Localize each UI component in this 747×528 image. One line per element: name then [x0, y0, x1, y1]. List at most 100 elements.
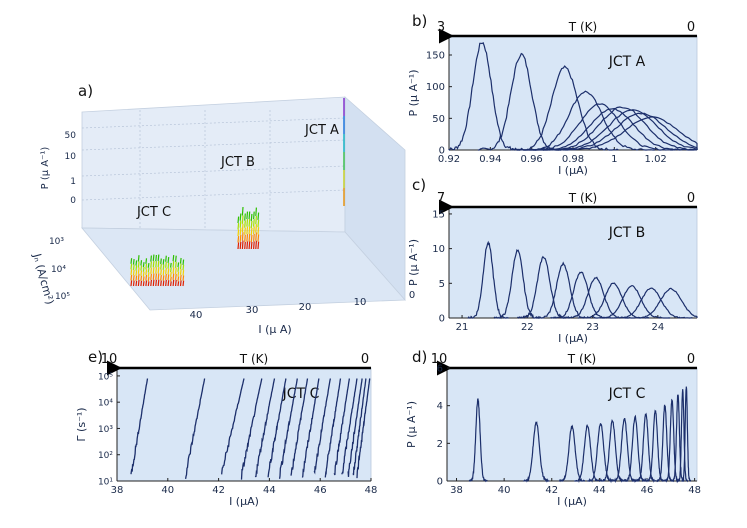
jct-b-spike — [253, 226, 255, 235]
rate-curve-12 — [333, 378, 351, 476]
jct-b-spike — [257, 219, 260, 228]
jct-b-spike — [237, 216, 240, 224]
panel-label: d) — [412, 348, 427, 366]
peak-curve-11 — [656, 404, 674, 483]
panel-label: a) — [78, 82, 93, 100]
jct-b-spike — [257, 212, 260, 220]
y-tick-label: 0 — [437, 477, 443, 488]
jct-c-spike — [145, 280, 148, 287]
temperature-arrow-right-label: 0 — [361, 352, 369, 367]
jct-c-spike — [137, 273, 140, 280]
jct-b-spike — [241, 223, 244, 233]
x-tick-label: 0 — [409, 290, 415, 301]
jct-b-spike — [241, 232, 244, 241]
jct-c-spike — [160, 269, 162, 276]
jct-c-spike — [162, 264, 165, 270]
jct-c-spike — [132, 264, 135, 270]
jct-c-spike — [147, 267, 150, 273]
jct-c-spike — [175, 261, 177, 268]
jct-c-spike — [179, 257, 182, 264]
jct-c-spike — [152, 273, 155, 280]
jct-c-spike — [157, 260, 160, 268]
jct-b-spike — [239, 220, 242, 228]
jct-c-spike — [167, 274, 170, 281]
x-tick-label: 38 — [111, 485, 124, 496]
z-tick-label: 0 — [70, 196, 76, 206]
jct-c-spike — [162, 275, 165, 281]
jct-b-spike — [241, 240, 244, 250]
x-axis-label: I (μ A) — [258, 323, 291, 336]
jct-c-spike — [147, 263, 150, 268]
jct-c-spike — [172, 261, 175, 268]
jct-b-spike — [253, 211, 255, 220]
rate-curve-7 — [278, 378, 298, 479]
jct-c-spike — [182, 275, 185, 281]
jct-c-spike — [167, 262, 170, 269]
jct-b-spike — [246, 211, 249, 220]
y-tick-label: 2 — [437, 439, 443, 450]
x-tick-label: 48 — [365, 485, 378, 496]
jct-c-spike — [135, 280, 138, 287]
jct-c-spike — [140, 270, 143, 276]
peak-curve-7 — [611, 418, 637, 484]
jct-c-spike — [175, 255, 177, 262]
jct-b-spike — [250, 227, 253, 236]
jct-b-spike — [246, 234, 249, 242]
jct-c-spike — [150, 273, 152, 280]
peak-curve-1 — [468, 398, 488, 483]
jct-c-spike — [150, 267, 152, 274]
panel-b: b) 3 0 T (K) I (μA) P (μ A⁻¹) JCT A 0.92 0.94 0.9… — [407, 12, 698, 177]
junction-annotation: JCT B — [608, 225, 646, 241]
peak-curve-8 — [623, 414, 647, 483]
junction-annotation: JCT B — [220, 155, 255, 170]
x-tick-label: 1 — [611, 154, 617, 165]
jct-c-spike — [179, 263, 182, 270]
jct-c-spike — [130, 258, 133, 264]
jct-c-spike — [160, 280, 162, 287]
jct-c-spike — [170, 276, 172, 282]
jct-c-spike — [182, 264, 185, 271]
jct-c-spike — [147, 281, 150, 287]
rate-curve-6 — [267, 378, 287, 478]
jct-c-spike — [175, 273, 177, 280]
panel-label: e) — [88, 348, 103, 366]
jct-c-spike — [137, 255, 140, 262]
jct-b-spike — [239, 227, 242, 235]
jct-b-spike — [248, 226, 251, 235]
rate-curve-5 — [254, 378, 276, 478]
x-tick-label: 24 — [651, 322, 664, 333]
jct-c-spike — [132, 269, 135, 276]
jct-b-spike — [244, 220, 246, 228]
rate-curve-4 — [240, 378, 263, 480]
jct-b-spike — [246, 219, 249, 227]
y-tick-label: 6 — [437, 364, 443, 375]
temperature-arrow-left-label: 7 — [437, 191, 445, 206]
x-tick-label: 46 — [641, 485, 654, 496]
jct-c-spike — [152, 267, 155, 274]
jct-b-spike — [257, 227, 260, 235]
peak-curve-2 — [523, 421, 550, 483]
jct-c-spike — [182, 280, 185, 287]
peak-curve-13 — [671, 394, 685, 483]
jct-c-spike — [152, 254, 155, 261]
temperature-arrow-label: T (K) — [567, 352, 596, 366]
jct-c-spike — [162, 259, 165, 265]
peak-curve-6 — [599, 418, 625, 483]
temperature-arrow-right-label: 0 — [687, 20, 695, 35]
jct-b-spike — [244, 241, 246, 250]
jct-c-spike — [177, 262, 180, 268]
jct-b-spike — [244, 234, 246, 242]
jct-b-spike — [250, 234, 253, 243]
x-tick-label: 48 — [688, 485, 701, 496]
jct-c-spike — [175, 279, 177, 287]
y-tick-label: 50 — [432, 114, 445, 125]
jct-c-spike — [145, 274, 148, 281]
jct-b-spike — [255, 240, 257, 250]
jct-c-spike — [135, 275, 138, 281]
rate-curve-14 — [347, 378, 363, 477]
jct-b-spike — [248, 211, 251, 220]
jct-b-spike — [241, 206, 244, 216]
y-tick-label: 10⁴ — [51, 265, 66, 275]
y-axis-label: P (μ A⁻¹) — [407, 70, 420, 117]
